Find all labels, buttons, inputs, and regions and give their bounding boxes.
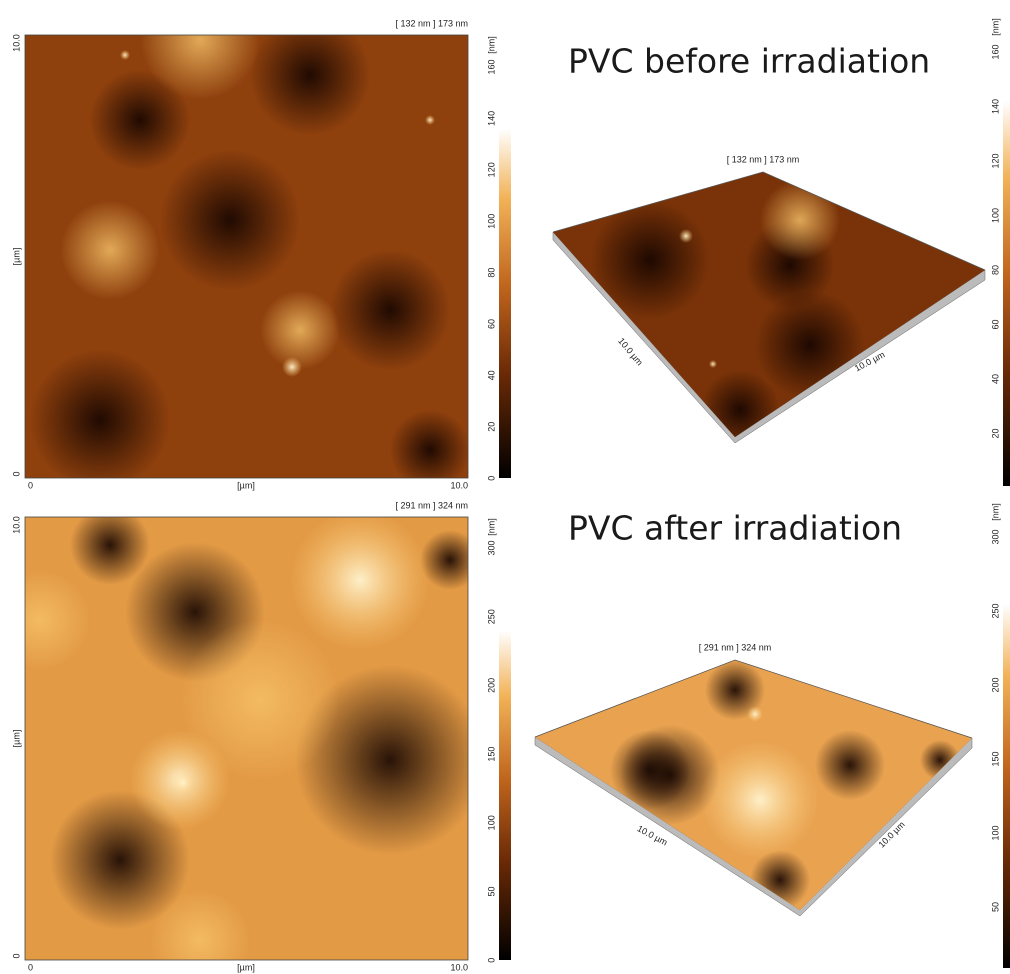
colorbar-right: [1003, 603, 1010, 968]
map-feature: [70, 517, 150, 585]
y-axis-label: 10.0: [11, 516, 21, 534]
colorbar-unit: [nm]: [486, 36, 496, 54]
x-axis-label: [µm]: [237, 962, 255, 972]
colorbar-tick: 120: [486, 162, 496, 177]
map-header: [ 132 nm ] 173 nm: [395, 18, 468, 28]
colorbar-right-tick: 40: [990, 374, 1000, 384]
y-axis-label: [µm]: [11, 248, 21, 266]
colorbar-tick: 20: [486, 422, 496, 432]
map-feature: [330, 250, 450, 370]
surface-feature: [700, 740, 820, 860]
colorbar-right-tick: 250: [990, 603, 1000, 618]
surface-feature: [679, 229, 693, 243]
panel-title: PVC before irradiation: [568, 42, 930, 81]
colorbar-tick: 300: [486, 540, 496, 555]
surface-edge: [534, 659, 973, 739]
y-axis-label: 0: [11, 471, 21, 476]
afm-3d-view: [553, 172, 985, 437]
colorbar-unit: [nm]: [486, 518, 496, 536]
map-feature: [250, 35, 370, 135]
map-feature: [425, 115, 435, 125]
colorbar: [499, 128, 511, 478]
map-feature: [120, 50, 130, 60]
x-axis-label: 10.0: [450, 480, 468, 490]
map-feature: [90, 70, 190, 170]
colorbar-tick: 60: [486, 319, 496, 329]
map-frame: [24, 516, 469, 961]
map-feature: [30, 350, 170, 478]
map-feature: [420, 530, 468, 590]
map-feature: [60, 200, 160, 300]
colorbar-right-tick: 140: [990, 99, 1000, 114]
afm-map: [25, 517, 468, 960]
map-feature: [50, 790, 190, 930]
view-3d-axis-label: 10.0 µm: [616, 336, 645, 367]
surface-feature: [760, 180, 840, 260]
colorbar-tick: 0: [486, 476, 496, 481]
colorbar-right-tick: 160: [990, 44, 1000, 59]
map-feature: [173, 773, 193, 793]
colorbar: [499, 630, 511, 960]
colorbar-right-tick: 120: [990, 153, 1000, 168]
surface-feature: [755, 290, 865, 400]
map-frame: [24, 34, 469, 479]
map-feature: [140, 35, 260, 100]
colorbar-right-tick: 100: [990, 825, 1000, 840]
colorbar-tick: 80: [486, 268, 496, 278]
colorbar-right-tick: 60: [990, 319, 1000, 329]
surface-edge: [552, 171, 986, 271]
map-feature: [160, 150, 300, 290]
view-3d-header: [ 132 nm ] 173 nm: [727, 154, 800, 164]
map-feature: [25, 570, 90, 670]
colorbar-right-tick: 100: [990, 208, 1000, 223]
colorbar-tick: 0: [486, 958, 496, 963]
colorbar-tick: 100: [486, 214, 496, 229]
colorbar-right-tick: 200: [990, 677, 1000, 692]
map-feature: [180, 620, 340, 780]
x-axis-label: 10.0: [450, 962, 468, 972]
afm-map: [25, 35, 468, 478]
x-axis-label: [µm]: [237, 480, 255, 490]
colorbar-tick: 40: [486, 370, 496, 380]
x-axis-label: 0: [28, 962, 33, 972]
y-axis-label: [µm]: [11, 730, 21, 748]
map-header: [ 291 nm ] 324 nm: [395, 500, 468, 510]
surface-feature: [590, 200, 710, 320]
map-feature: [282, 357, 302, 377]
colorbar-right-tick: 80: [990, 265, 1000, 275]
colorbar-right: [1003, 101, 1010, 487]
colorbar-tick: 140: [486, 111, 496, 126]
surface-feature: [709, 360, 717, 368]
surface-feature: [610, 730, 690, 810]
colorbar-tick: 50: [486, 886, 496, 896]
colorbar-right-tick: 50: [990, 902, 1000, 912]
map-feature: [260, 290, 340, 370]
colorbar-tick: 160: [486, 59, 496, 74]
surface-feature: [705, 660, 765, 720]
surface-feature: [815, 730, 885, 800]
view-3d-header: [ 291 nm ] 324 nm: [699, 642, 772, 652]
map-feature: [290, 517, 430, 650]
colorbar-tick: 200: [486, 678, 496, 693]
map-feature: [390, 410, 468, 478]
colorbar-right-tick: 150: [990, 751, 1000, 766]
x-axis-label: 0: [28, 480, 33, 490]
panel-title: PVC after irradiation: [568, 509, 902, 548]
colorbar-right-tick: 20: [990, 428, 1000, 438]
colorbar-right-unit: [nm]: [990, 503, 1000, 521]
colorbar-right-tick: 300: [990, 529, 1000, 544]
surface-feature: [747, 706, 763, 722]
colorbar-tick: 250: [486, 609, 496, 624]
y-axis-label: 10.0: [11, 34, 21, 52]
colorbar-tick: 100: [486, 815, 496, 830]
y-axis-label: 0: [11, 953, 21, 958]
map-feature: [150, 890, 250, 960]
colorbar-tick: 150: [486, 747, 496, 762]
colorbar-right-unit: [nm]: [990, 18, 1000, 36]
